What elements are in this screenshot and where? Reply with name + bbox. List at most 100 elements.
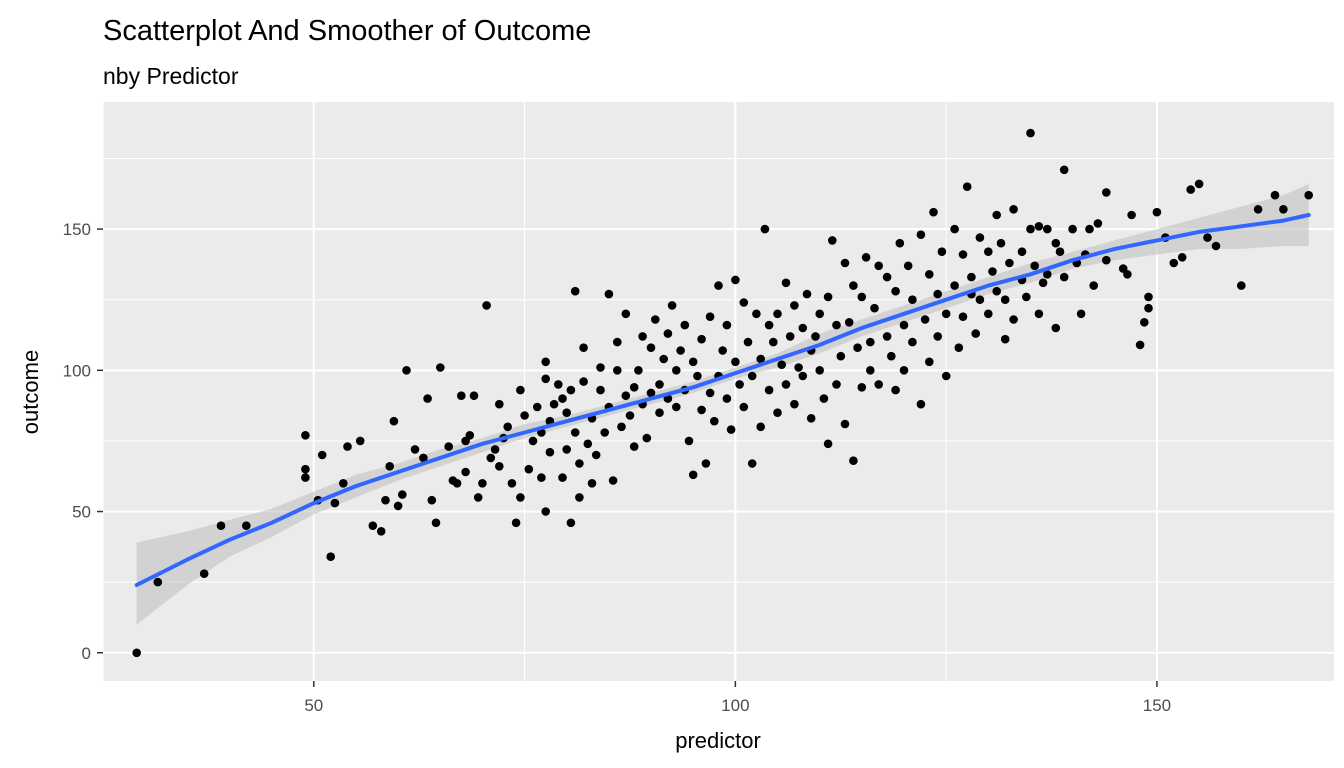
data-point [1140,318,1149,327]
data-point [794,363,803,372]
data-point [764,320,774,330]
data-point [393,501,403,511]
data-point [836,351,846,361]
data-point [579,343,588,353]
data-point [1005,258,1014,268]
data-point [941,371,951,381]
data-point [705,312,715,322]
data-point [541,507,550,516]
data-point [1279,205,1288,214]
data-point [735,380,744,389]
data-point [503,422,512,432]
confidence-band [136,183,1309,625]
data-point [629,442,639,451]
data-point [301,464,310,474]
data-point [849,456,858,466]
data-point [764,385,774,395]
data-point [608,476,618,485]
plot-panel [103,102,1334,681]
data-point [672,402,681,412]
data-point [402,366,411,375]
data-point [920,315,930,324]
data-point [790,399,799,409]
data-point [866,337,875,347]
data-point [1076,309,1086,319]
data-point [242,521,251,530]
y-tick-label: 100 [63,361,91,380]
data-point [199,569,209,578]
data-point [773,408,782,418]
data-point [330,498,340,508]
data-point [967,272,976,282]
data-point [469,391,479,401]
data-point [1034,309,1044,319]
data-point [777,360,786,370]
data-point [937,247,947,256]
data-point [722,394,732,403]
data-point [832,320,841,330]
data-point [554,380,563,389]
data-point [891,286,900,296]
data-point [596,385,605,395]
data-point [301,431,310,440]
data-point [731,357,740,367]
data-point [975,233,985,242]
data-point [802,289,812,299]
data-point [566,385,576,395]
data-point [532,402,542,412]
data-point [427,495,437,505]
data-point [558,473,567,482]
data-point [971,329,980,338]
data-point [899,366,909,375]
data-point [570,286,580,296]
data-point [882,332,892,341]
data-point [473,493,483,502]
data-point [575,493,584,502]
data-point [739,298,749,307]
data-point [857,383,867,392]
data-point [1055,247,1065,256]
data-point [756,354,765,364]
data-point [326,552,336,561]
data-point [891,385,900,395]
data-point [216,521,226,530]
data-point [549,399,559,409]
data-point [693,371,702,381]
data-point [478,479,487,488]
data-point [697,405,706,415]
data-point [646,388,656,398]
data-point [355,436,365,446]
data-point [541,357,550,367]
data-point [861,252,871,262]
data-point [954,343,964,353]
y-tick-label: 50 [72,503,91,522]
data-point [642,433,652,443]
data-point [747,459,757,468]
data-point [431,518,441,528]
data-point [1152,207,1162,217]
data-point [760,224,770,234]
data-point [684,436,694,446]
data-point [984,247,993,256]
data-point [710,416,719,426]
data-point [587,479,597,488]
data-point [747,371,757,381]
x-tick-label: 150 [1143,696,1171,715]
data-point [773,309,782,319]
data-point [828,236,837,245]
data-point [570,428,580,437]
data-point [962,182,972,191]
data-point [950,224,959,234]
data-point [895,238,905,248]
data-point [887,351,896,361]
data-point [613,366,622,375]
data-point [516,385,525,395]
data-point [562,408,571,418]
data-point [1089,281,1098,290]
data-point [516,493,525,502]
data-point [1304,190,1313,200]
data-point [566,518,576,528]
data-point [545,447,555,457]
x-tick-label: 50 [304,696,323,715]
data-point [958,250,968,259]
